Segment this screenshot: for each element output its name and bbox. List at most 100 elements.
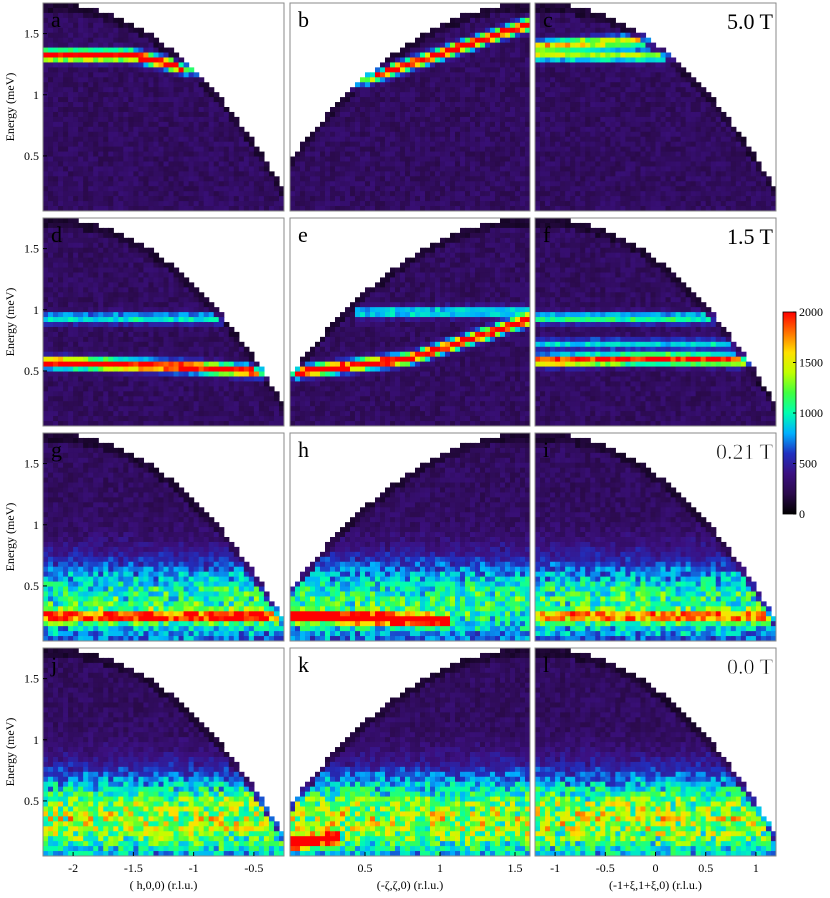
- intensity-cell: [118, 77, 124, 83]
- intensity-cell: [565, 146, 571, 153]
- intensity-cell: [98, 406, 104, 412]
- intensity-cell: [53, 42, 59, 49]
- intensity-cell: [435, 171, 441, 177]
- intensity-cell: [73, 416, 79, 422]
- intensity-cell: [475, 206, 481, 211]
- intensity-cell: [715, 206, 722, 211]
- intensity-cell: [223, 196, 230, 202]
- intensity-cell: [173, 72, 180, 78]
- intensity-cell: [103, 37, 109, 44]
- intensity-cell: [490, 161, 496, 168]
- intensity-cell: [560, 17, 566, 24]
- intensity-cell: [83, 166, 89, 172]
- intensity-cell: [223, 156, 230, 163]
- intensity-cell: [740, 166, 747, 172]
- intensity-cell: [740, 206, 747, 211]
- intensity-cell: [715, 111, 722, 118]
- intensity-cell: [273, 191, 280, 197]
- intensity-cell: [138, 111, 145, 118]
- intensity-cell: [580, 7, 586, 14]
- intensity-cell: [510, 176, 516, 182]
- intensity-cell: [365, 156, 371, 163]
- intensity-cell: [48, 351, 54, 358]
- intensity-cell: [53, 267, 59, 274]
- intensity-cell: [475, 146, 481, 153]
- intensity-cell: [695, 201, 702, 207]
- intensity-cell: [575, 116, 581, 123]
- intensity-cell: [93, 257, 99, 264]
- intensity-cell: [515, 111, 521, 118]
- intensity-cell: [590, 92, 596, 98]
- intensity-cell: [43, 302, 49, 308]
- intensity-cell: [63, 237, 69, 244]
- intensity-cell: [148, 52, 155, 59]
- intensity-cell: [63, 356, 69, 363]
- intensity-cell: [420, 156, 426, 163]
- intensity-cell: [208, 201, 215, 207]
- intensity-cell: [490, 146, 496, 153]
- intensity-cell: [485, 181, 491, 187]
- intensity-cell: [163, 92, 170, 98]
- intensity-cell: [725, 136, 732, 143]
- intensity-cell: [98, 302, 104, 308]
- intensity-cell: [163, 196, 170, 202]
- intensity-cell: [575, 52, 581, 59]
- intensity-cell: [93, 156, 99, 163]
- intensity-cell: [133, 82, 139, 88]
- intensity-cell: [555, 37, 561, 44]
- intensity-cell: [650, 47, 657, 54]
- intensity-cell: [470, 67, 476, 73]
- intensity-cell: [233, 126, 240, 133]
- intensity-cell: [610, 206, 616, 211]
- intensity-cell: [485, 77, 491, 83]
- intensity-cell: [88, 277, 94, 283]
- intensity-cell: [355, 87, 361, 93]
- intensity-cell: [460, 52, 466, 59]
- intensity-cell: [695, 151, 702, 158]
- intensity-cell: [223, 191, 230, 197]
- intensity-cell: [395, 176, 401, 182]
- intensity-cell: [198, 206, 205, 211]
- intensity-cell: [385, 72, 391, 78]
- intensity-cell: [655, 102, 662, 108]
- intensity-cell: [485, 146, 491, 153]
- intensity-cell: [500, 136, 506, 143]
- intensity-cell: [238, 176, 245, 182]
- intensity-cell: [495, 111, 501, 118]
- intensity-cell: [83, 186, 89, 192]
- intensity-cell: [233, 156, 240, 163]
- intensity-cell: [158, 116, 165, 123]
- intensity-cell: [243, 161, 250, 168]
- intensity-cell: [465, 116, 471, 123]
- intensity-cell: [375, 102, 381, 108]
- intensity-cell: [335, 146, 341, 153]
- intensity-cell: [705, 151, 712, 158]
- intensity-cell: [68, 262, 74, 269]
- intensity-cell: [138, 126, 145, 133]
- intensity-cell: [405, 82, 411, 88]
- intensity-cell: [98, 141, 104, 148]
- intensity-cell: [113, 37, 119, 44]
- intensity-cell: [53, 17, 59, 24]
- intensity-cell: [445, 72, 451, 78]
- intensity-cell: [505, 156, 511, 163]
- intensity-cell: [163, 131, 170, 138]
- intensity-cell: [48, 341, 54, 348]
- intensity-cell: [570, 171, 576, 177]
- intensity-cell: [505, 166, 511, 172]
- intensity-cell: [93, 121, 99, 128]
- intensity-cell: [103, 326, 109, 333]
- intensity-cell: [138, 151, 145, 158]
- intensity-cell: [595, 116, 601, 123]
- intensity-cell: [470, 111, 476, 118]
- intensity-cell: [625, 107, 631, 113]
- intensity-cell: [340, 121, 346, 128]
- intensity-cell: [645, 156, 652, 163]
- intensity-cell: [48, 67, 54, 73]
- intensity-cell: [455, 72, 461, 78]
- intensity-cell: [103, 156, 109, 163]
- intensity-cell: [545, 17, 551, 24]
- intensity-cell: [143, 87, 150, 93]
- intensity-cell: [415, 146, 421, 153]
- intensity-cell: [675, 92, 682, 98]
